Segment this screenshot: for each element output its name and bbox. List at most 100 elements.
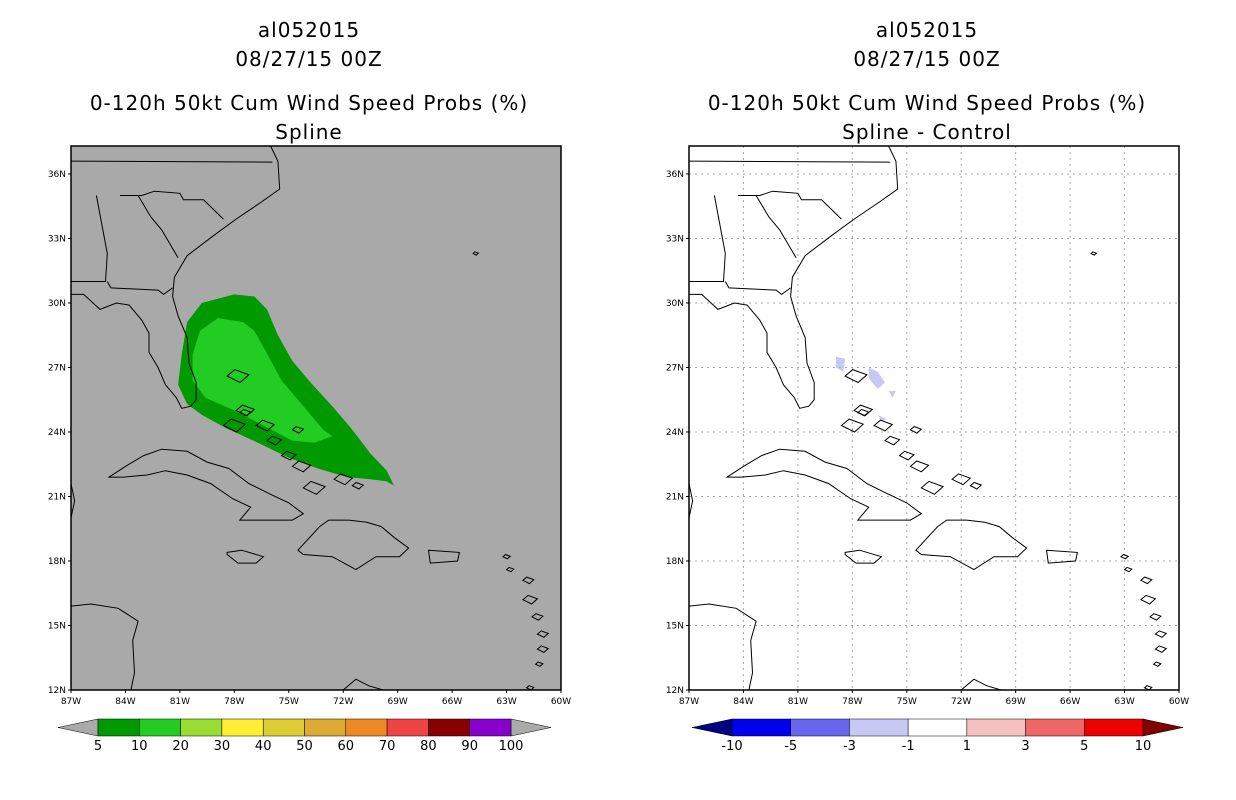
colorbar-label: -3 <box>843 739 856 754</box>
longitude-label: 75W <box>897 697 917 707</box>
latitude-label: 36N <box>48 170 66 180</box>
coastline-yucatan <box>71 483 76 519</box>
coastline-yucatan <box>689 483 694 519</box>
colorbar-swatch <box>1025 718 1085 737</box>
island-outline <box>536 630 550 638</box>
colorbar-swatch <box>469 718 512 737</box>
difference-minus-1-area <box>888 391 896 398</box>
longitude-label: 66W <box>1060 697 1080 707</box>
island-outline <box>840 418 865 433</box>
state-border <box>724 281 791 296</box>
state-border <box>120 190 224 220</box>
island-outline <box>333 473 354 486</box>
colorbar-swatch <box>345 718 388 737</box>
latitude-label: 24N <box>666 428 684 438</box>
island-outline <box>1149 613 1162 621</box>
island-outline <box>909 460 930 473</box>
map-border <box>70 145 562 691</box>
difference-minus-1-area <box>868 367 885 389</box>
colorbar-label: 10 <box>1135 739 1152 754</box>
state-border <box>106 281 173 296</box>
island-outline <box>1123 566 1133 573</box>
island-outline <box>521 594 539 605</box>
colorbar-swatch <box>180 718 223 737</box>
state-border <box>137 195 179 259</box>
island-outline <box>472 251 480 256</box>
coastline-useast <box>71 146 281 409</box>
latitude-label: 27N <box>666 363 684 373</box>
map-border <box>688 145 1180 691</box>
island-outline <box>1119 553 1130 560</box>
colorbar-right-arrow <box>1142 718 1184 737</box>
island-outline <box>873 419 894 432</box>
latitude-label: 12N <box>48 686 66 696</box>
colorbar-swatch <box>1084 718 1144 737</box>
latitude-label: 27N <box>48 363 66 373</box>
longitude-label: 60W <box>1169 697 1189 707</box>
latitude-label: 15N <box>666 621 684 631</box>
latitude-label: 33N <box>666 234 684 244</box>
longitude-label: 63W <box>1114 697 1134 707</box>
state-border <box>71 195 108 282</box>
longitude-label: 81W <box>170 697 190 707</box>
island-outline <box>951 473 972 486</box>
colorbar-swatch <box>790 718 850 737</box>
colorbar-label: 30 <box>214 739 231 754</box>
longitude-label: 72W <box>951 697 971 707</box>
latitude-label: 21N <box>48 492 66 502</box>
colorbar-label: -1 <box>902 739 915 754</box>
island-outline <box>920 480 945 495</box>
coastline-useast <box>689 146 899 409</box>
coastline-cuba <box>725 448 923 521</box>
colorbar-label: 5 <box>94 739 102 754</box>
method-title: Spline <box>275 120 343 144</box>
colorbar-swatch <box>849 718 909 737</box>
coastline-southam <box>960 678 1002 690</box>
longitude-label: 63W <box>496 697 516 707</box>
longitude-label: 78W <box>224 697 244 707</box>
longitude-label: 75W <box>279 697 299 707</box>
island-outline <box>291 460 312 473</box>
island-outline <box>1090 251 1098 256</box>
colorbar-label: 50 <box>296 739 313 754</box>
coastline-pr <box>1045 549 1079 564</box>
island-outline <box>238 408 252 417</box>
probability-10-20-area <box>192 318 333 443</box>
island-outline <box>291 426 305 434</box>
map-content <box>689 146 1179 690</box>
forecast-time-title: 08/27/15 00Z <box>235 47 383 71</box>
colorbar-label: 90 <box>461 739 478 754</box>
coastline-jamaica <box>844 549 883 564</box>
island-outline <box>884 435 901 446</box>
latitude-label: 15N <box>48 621 66 631</box>
latitude-label: 18N <box>666 557 684 567</box>
island-outline <box>1154 645 1168 653</box>
colorbar-label: 1 <box>963 739 971 754</box>
island-outline <box>1139 594 1157 605</box>
latitude-label: 36N <box>666 170 684 180</box>
state-border <box>755 195 797 259</box>
island-outline <box>266 435 283 446</box>
longitude-label: 84W <box>733 697 753 707</box>
island-outline <box>856 408 870 417</box>
forecast-time-title: 08/27/15 00Z <box>853 47 1001 71</box>
colorbar-swatch <box>428 718 470 737</box>
colorbar-swatch <box>139 718 181 737</box>
method-title: Spline - Control <box>842 120 1012 144</box>
colorbar-label: 20 <box>172 739 189 754</box>
colorbar: 5 10 20 30 40 50 60 70 80 90 100 <box>57 718 552 754</box>
latitude-label: 30N <box>48 299 66 309</box>
longitude-label: 78W <box>842 697 862 707</box>
colorbar-swatch <box>731 718 791 737</box>
colorbar-label: 3 <box>1021 739 1029 754</box>
colorbar-swatch <box>386 718 429 737</box>
state-border <box>689 195 726 282</box>
longitude-label: 84W <box>115 697 135 707</box>
island-outline <box>1152 661 1162 667</box>
island-outline <box>222 418 247 433</box>
colorbar-label: 60 <box>338 739 355 754</box>
coastline-jamaica <box>226 549 265 564</box>
coastline-pr <box>427 549 461 564</box>
